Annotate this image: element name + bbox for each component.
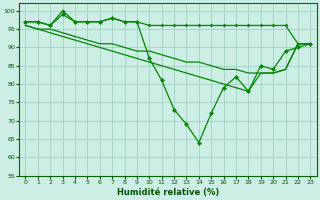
- X-axis label: Humidité relative (%): Humidité relative (%): [117, 188, 219, 197]
